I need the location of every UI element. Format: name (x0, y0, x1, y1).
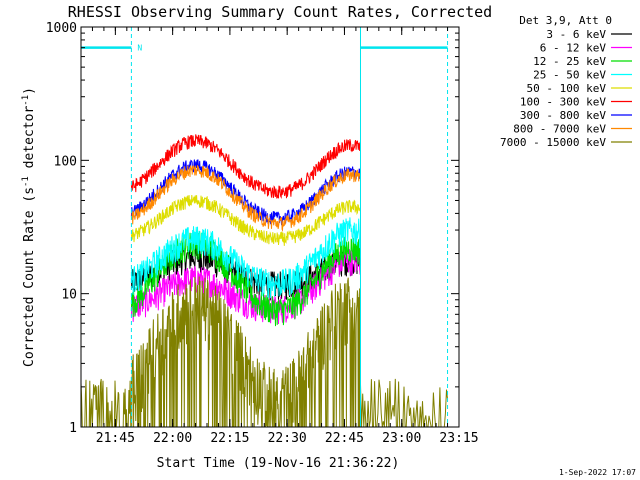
axis-ticks: 21:45 22:00 22:15 22:30 22:45 23:00 23:15 1 10 10… (46, 21, 479, 446)
series-line-3 (130, 217, 361, 299)
y-tick-label: 1 (69, 421, 77, 436)
series-line-4 (130, 194, 361, 246)
x-tick-label: 23:00 (382, 431, 421, 446)
legend-entry-label: 800 - 7000 keV (513, 123, 606, 136)
series-line-2 (130, 231, 361, 327)
series-line-5 (130, 134, 361, 199)
series-night-segment-8-1 (360, 378, 448, 428)
legend-entry-label: 50 - 100 keV (527, 82, 607, 95)
y-tick-label: 100 (54, 154, 77, 169)
x-tick-label: 22:15 (210, 431, 249, 446)
x-tick-label: 22:00 (153, 431, 192, 446)
legend-entry-label: 25 - 50 keV (533, 69, 606, 82)
x-tick-label: 23:15 (439, 431, 478, 446)
plot-area: N (80, 27, 449, 428)
x-tick-label: 22:45 (325, 431, 364, 446)
legend-entry-label: 12 - 25 keV (533, 55, 606, 68)
series-line-7 (130, 164, 361, 233)
legend-entry-label: 300 - 800 keV (520, 109, 606, 122)
y-axis-label: Corrected Count Rate (s-1 detector-1) (21, 87, 37, 367)
x-tick-label: 21:45 (96, 431, 135, 446)
legend-entry-label: 3 - 6 keV (546, 28, 606, 41)
night-flag-label: N (137, 44, 142, 53)
plot-frame (80, 26, 460, 428)
y-tick-label: 10 (61, 288, 77, 303)
legend-entry-label: 7000 - 15000 keV (500, 136, 606, 149)
x-axis-label: Start Time (19-Nov-16 21:36:22) (157, 456, 400, 471)
series-night-segment-8-0 (80, 378, 132, 428)
chart-title: RHESSI Observing Summary Count Rates, Co… (68, 3, 492, 21)
legend-entry-label: 6 - 12 keV (540, 42, 607, 55)
series-line-8 (130, 276, 361, 428)
legend-title: Det 3,9, Att 0 (519, 14, 612, 27)
date-stamp: 1-Sep-2022 17:07 (559, 468, 636, 477)
x-tick-label: 22:30 (268, 431, 307, 446)
y-tick-label: 1000 (46, 21, 77, 36)
legend-entry-label: 100 - 300 keV (520, 96, 606, 109)
